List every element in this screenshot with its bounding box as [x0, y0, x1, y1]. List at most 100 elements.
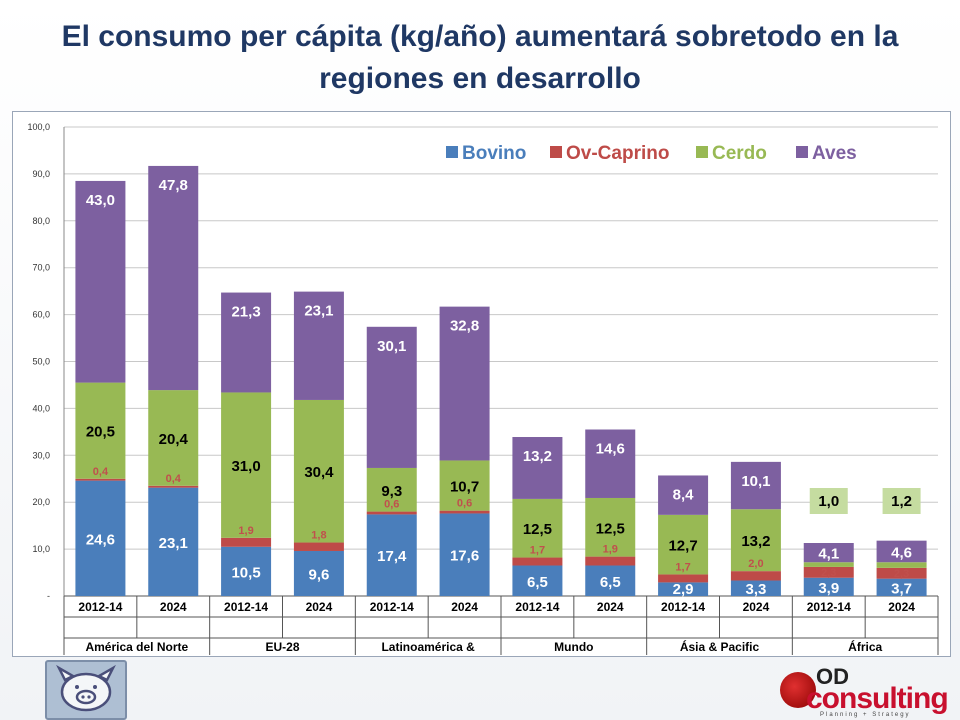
- y-tick-label: 50,0: [32, 357, 50, 367]
- bar-bovino: [366, 514, 417, 596]
- data-label-cerdo: 20,4: [159, 431, 189, 448]
- bar-cerdo: [148, 390, 199, 486]
- bar-cerdo: [658, 514, 709, 575]
- y-tick-label: 90,0: [32, 169, 50, 179]
- data-label-bovino: 3,3: [745, 581, 766, 598]
- bar-aves: [439, 306, 490, 461]
- data-label-bovino: 23,1: [159, 535, 188, 552]
- bar-aves: [876, 540, 927, 563]
- bar-aves: [75, 180, 126, 383]
- bar-bovino: [148, 487, 199, 596]
- bar-cerdo: [512, 498, 563, 558]
- x-tick-label: 2012-14: [515, 600, 559, 614]
- data-label-ov-caprino: 0,4: [93, 466, 109, 478]
- bar-ov-caprino: [293, 542, 344, 551]
- bar-ov-caprino: [803, 566, 854, 578]
- data-label-bovino: 10,5: [231, 564, 260, 581]
- bar-aves: [803, 543, 854, 563]
- data-label-cerdo: 12,5: [523, 521, 552, 538]
- legend-swatch-aves: [796, 146, 808, 158]
- x-tick-label: 2012-14: [370, 600, 414, 614]
- bar-cerdo: [803, 562, 854, 567]
- legend-label: Bovino: [462, 143, 526, 164]
- data-label-ov-caprino: 2,3: [821, 567, 836, 579]
- logo-brand: OD: [816, 664, 849, 689]
- y-tick-label: 60,0: [32, 310, 50, 320]
- data-label-bovino: 6,5: [527, 574, 548, 591]
- bar-bovino: [803, 577, 854, 596]
- cerdo-label-box: [809, 488, 848, 514]
- data-label-aves: 10,1: [741, 473, 770, 490]
- y-tick-label: 80,0: [32, 216, 50, 226]
- bar-bovino: [75, 480, 126, 596]
- data-label-ov-caprino: 1,9: [603, 544, 618, 556]
- data-label-cerdo: 12,5: [596, 520, 625, 537]
- x-tick-label: 2024: [306, 600, 333, 614]
- y-tick-label: 30,0: [32, 450, 50, 460]
- group-label: EU-28: [265, 640, 299, 654]
- bar-ov-caprino: [730, 571, 781, 581]
- x-tick-label: 2024: [888, 600, 915, 614]
- data-label-ov-caprino: 1,7: [675, 561, 690, 573]
- bar-ov-caprino: [221, 537, 272, 547]
- bar-cerdo: [75, 382, 126, 479]
- bar-cerdo: [730, 509, 781, 572]
- x-tick-label: 2024: [597, 600, 624, 614]
- data-label-ov-caprino: 0,6: [384, 499, 399, 511]
- bar-aves: [366, 326, 417, 468]
- data-label-cerdo: 12,7: [668, 538, 697, 555]
- data-label-ov-caprino: 2,3: [894, 568, 909, 580]
- data-label-aves: 30,1: [377, 338, 406, 355]
- globe-icon: [780, 672, 816, 708]
- bar-ov-caprino: [512, 557, 563, 566]
- bar-bovino: [658, 582, 709, 596]
- legend-swatch-cerdo: [696, 146, 708, 158]
- group-label: África: [848, 639, 882, 654]
- data-label-aves: 4,1: [818, 546, 839, 563]
- group-label: América del Norte: [85, 640, 188, 654]
- pig-logo: [45, 660, 127, 720]
- data-label-bovino: 9,6: [308, 566, 329, 583]
- y-tick-label: 100,0: [27, 122, 50, 132]
- legend-swatch-ov-caprino: [550, 146, 562, 158]
- data-label-aves: 23,1: [304, 303, 333, 320]
- x-tick-label: 2012-14: [224, 600, 268, 614]
- bar-bovino: [730, 580, 781, 596]
- group-label: Latinoamérica &: [381, 640, 475, 654]
- data-label-aves: 14,6: [596, 441, 625, 458]
- pig-icon: [56, 664, 116, 712]
- data-label-bovino: 17,6: [450, 548, 479, 565]
- data-label-ov-caprino: 0,4: [166, 473, 182, 485]
- data-label-cerdo: 13,2: [741, 533, 770, 550]
- data-label-cerdo: 31,0: [231, 458, 260, 475]
- bar-cerdo: [293, 399, 344, 543]
- data-label-bovino: 3,7: [891, 580, 912, 597]
- bar-ov-caprino: [148, 485, 199, 488]
- data-label-bovino: 6,5: [600, 574, 621, 591]
- bar-ov-caprino: [585, 556, 636, 566]
- bar-ov-caprino: [876, 567, 927, 579]
- chart-title-line1: El consumo per cápita (kg/año) aumentará…: [61, 20, 899, 53]
- bar-bovino: [221, 546, 272, 596]
- bar-aves: [658, 475, 709, 515]
- group-label: Ásia & Pacific: [680, 639, 760, 654]
- chart-title: El consumo per cápita (kg/año) aumentará…: [20, 16, 940, 100]
- group-label: Mundo: [554, 640, 593, 654]
- bar-ov-caprino: [75, 478, 126, 481]
- x-tick-label: 2024: [743, 600, 770, 614]
- data-label-aves: 4,6: [891, 544, 912, 561]
- data-label-aves: 32,8: [450, 318, 479, 335]
- chart-title-line2: regiones en desarrollo: [319, 62, 641, 95]
- bar-cerdo: [876, 562, 927, 568]
- cerdo-label-box: [882, 488, 921, 514]
- bar-bovino: [439, 513, 490, 596]
- data-label-ov-caprino: 1,8: [311, 530, 326, 542]
- x-tick-label: 2012-14: [807, 600, 851, 614]
- data-label-ov-caprino: 1,7: [530, 545, 545, 557]
- data-label-bovino: 2,9: [673, 581, 694, 598]
- y-tick-label: 10,0: [32, 544, 50, 554]
- od-consulting-logo: OD consulting Planning + Strategy: [760, 630, 960, 720]
- data-label-cerdo: 1,2: [891, 493, 912, 510]
- data-label-ov-caprino: 1,9: [238, 525, 253, 537]
- data-label-aves: 43,0: [86, 192, 115, 209]
